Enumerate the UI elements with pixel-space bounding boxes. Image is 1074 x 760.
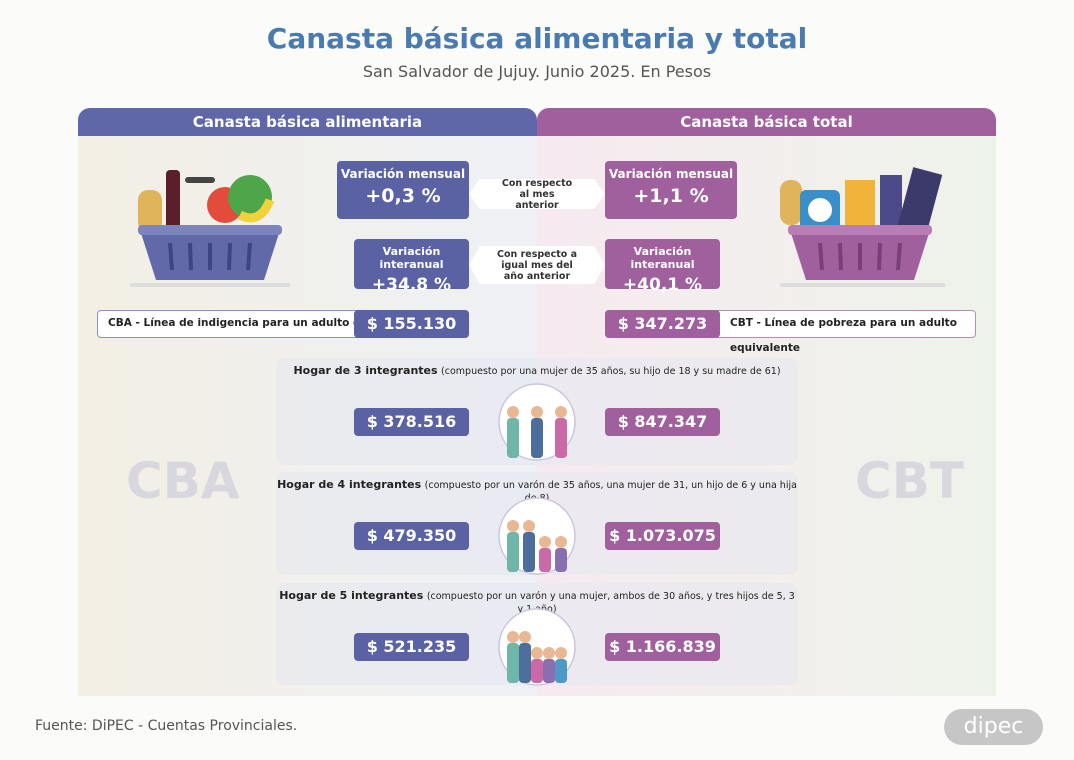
value: +1,1 % [633,185,709,207]
food-basket [130,170,290,287]
text: Con respecto a igual mes del año anterio… [497,248,578,282]
source: Fuente: DiPEC - Cuentas Provinciales. [35,718,298,734]
watermark: CBA [126,452,240,510]
logo: dipec [944,709,1043,745]
label: Variación interanual [630,245,695,271]
family-icon [498,608,576,686]
cba-heading: Canasta básica alimentaria [78,108,537,136]
cbt-value: $ 1.166.839 [605,633,720,661]
title: Canasta básica alimentaria y total [266,22,808,55]
emphasis: indigencia [197,317,259,329]
prefix: CBA - Línea de [108,317,198,329]
emphasis: pobreza [818,317,867,329]
text: Con respecto al mes anterior [501,177,573,211]
household-detail: (compuesto por un varón y una mujer, amb… [426,591,795,615]
line-value: $ 347.273 [605,310,720,338]
label: Variación mensual [608,167,734,181]
household-detail: (compuesto por un varón de 35 años, una … [424,480,797,504]
cba-value: $ 479.350 [354,522,469,550]
prefix: CBT - Línea de [730,317,819,329]
household-name: Hogar de 4 integrantes [277,478,422,491]
line-value: $ 155.130 [354,310,469,338]
monthly-box: Variación mensual +0,3 % [337,161,469,219]
comparison-note: Con respecto a igual mes del año anterio… [469,246,605,284]
value: +40,1 % [622,275,703,295]
family-icon [498,383,576,461]
subtitle: San Salvador de Jujuy. Junio 2025. En Pe… [362,62,712,81]
cbt-value: $ 847.347 [605,408,720,436]
watermark: CBT [855,452,964,510]
label: Variación mensual [340,167,466,181]
yearly-box: Variación interanual +40,1 % [605,239,720,295]
label: Variación interanual [379,245,444,271]
cbt-value: $ 1.073.075 [605,522,720,550]
comparison-note: Con respecto al mes anterior [469,179,605,209]
household-name: Hogar de 3 integrantes [293,364,438,377]
cba-value: $ 521.235 [354,633,469,661]
yearly-box: Variación interanual +34,8 % [354,239,469,295]
cba-value: $ 378.516 [354,408,469,436]
household-title: Hogar de 3 integrantes (compuesto por un… [276,364,798,377]
household-name: Hogar de 5 integrantes [279,589,424,602]
household-detail: (compuesto por una mujer de 35 años, su … [441,366,781,377]
value: +0,3 % [365,185,441,207]
value: +34,8 % [371,275,452,295]
cbt-heading: Canasta básica total [537,108,996,136]
suffix: para un adulto equivalente [730,317,957,354]
monthly-box: Variación mensual +1,1 % [605,161,737,219]
goods-basket [780,167,945,287]
family-icon [498,497,576,575]
